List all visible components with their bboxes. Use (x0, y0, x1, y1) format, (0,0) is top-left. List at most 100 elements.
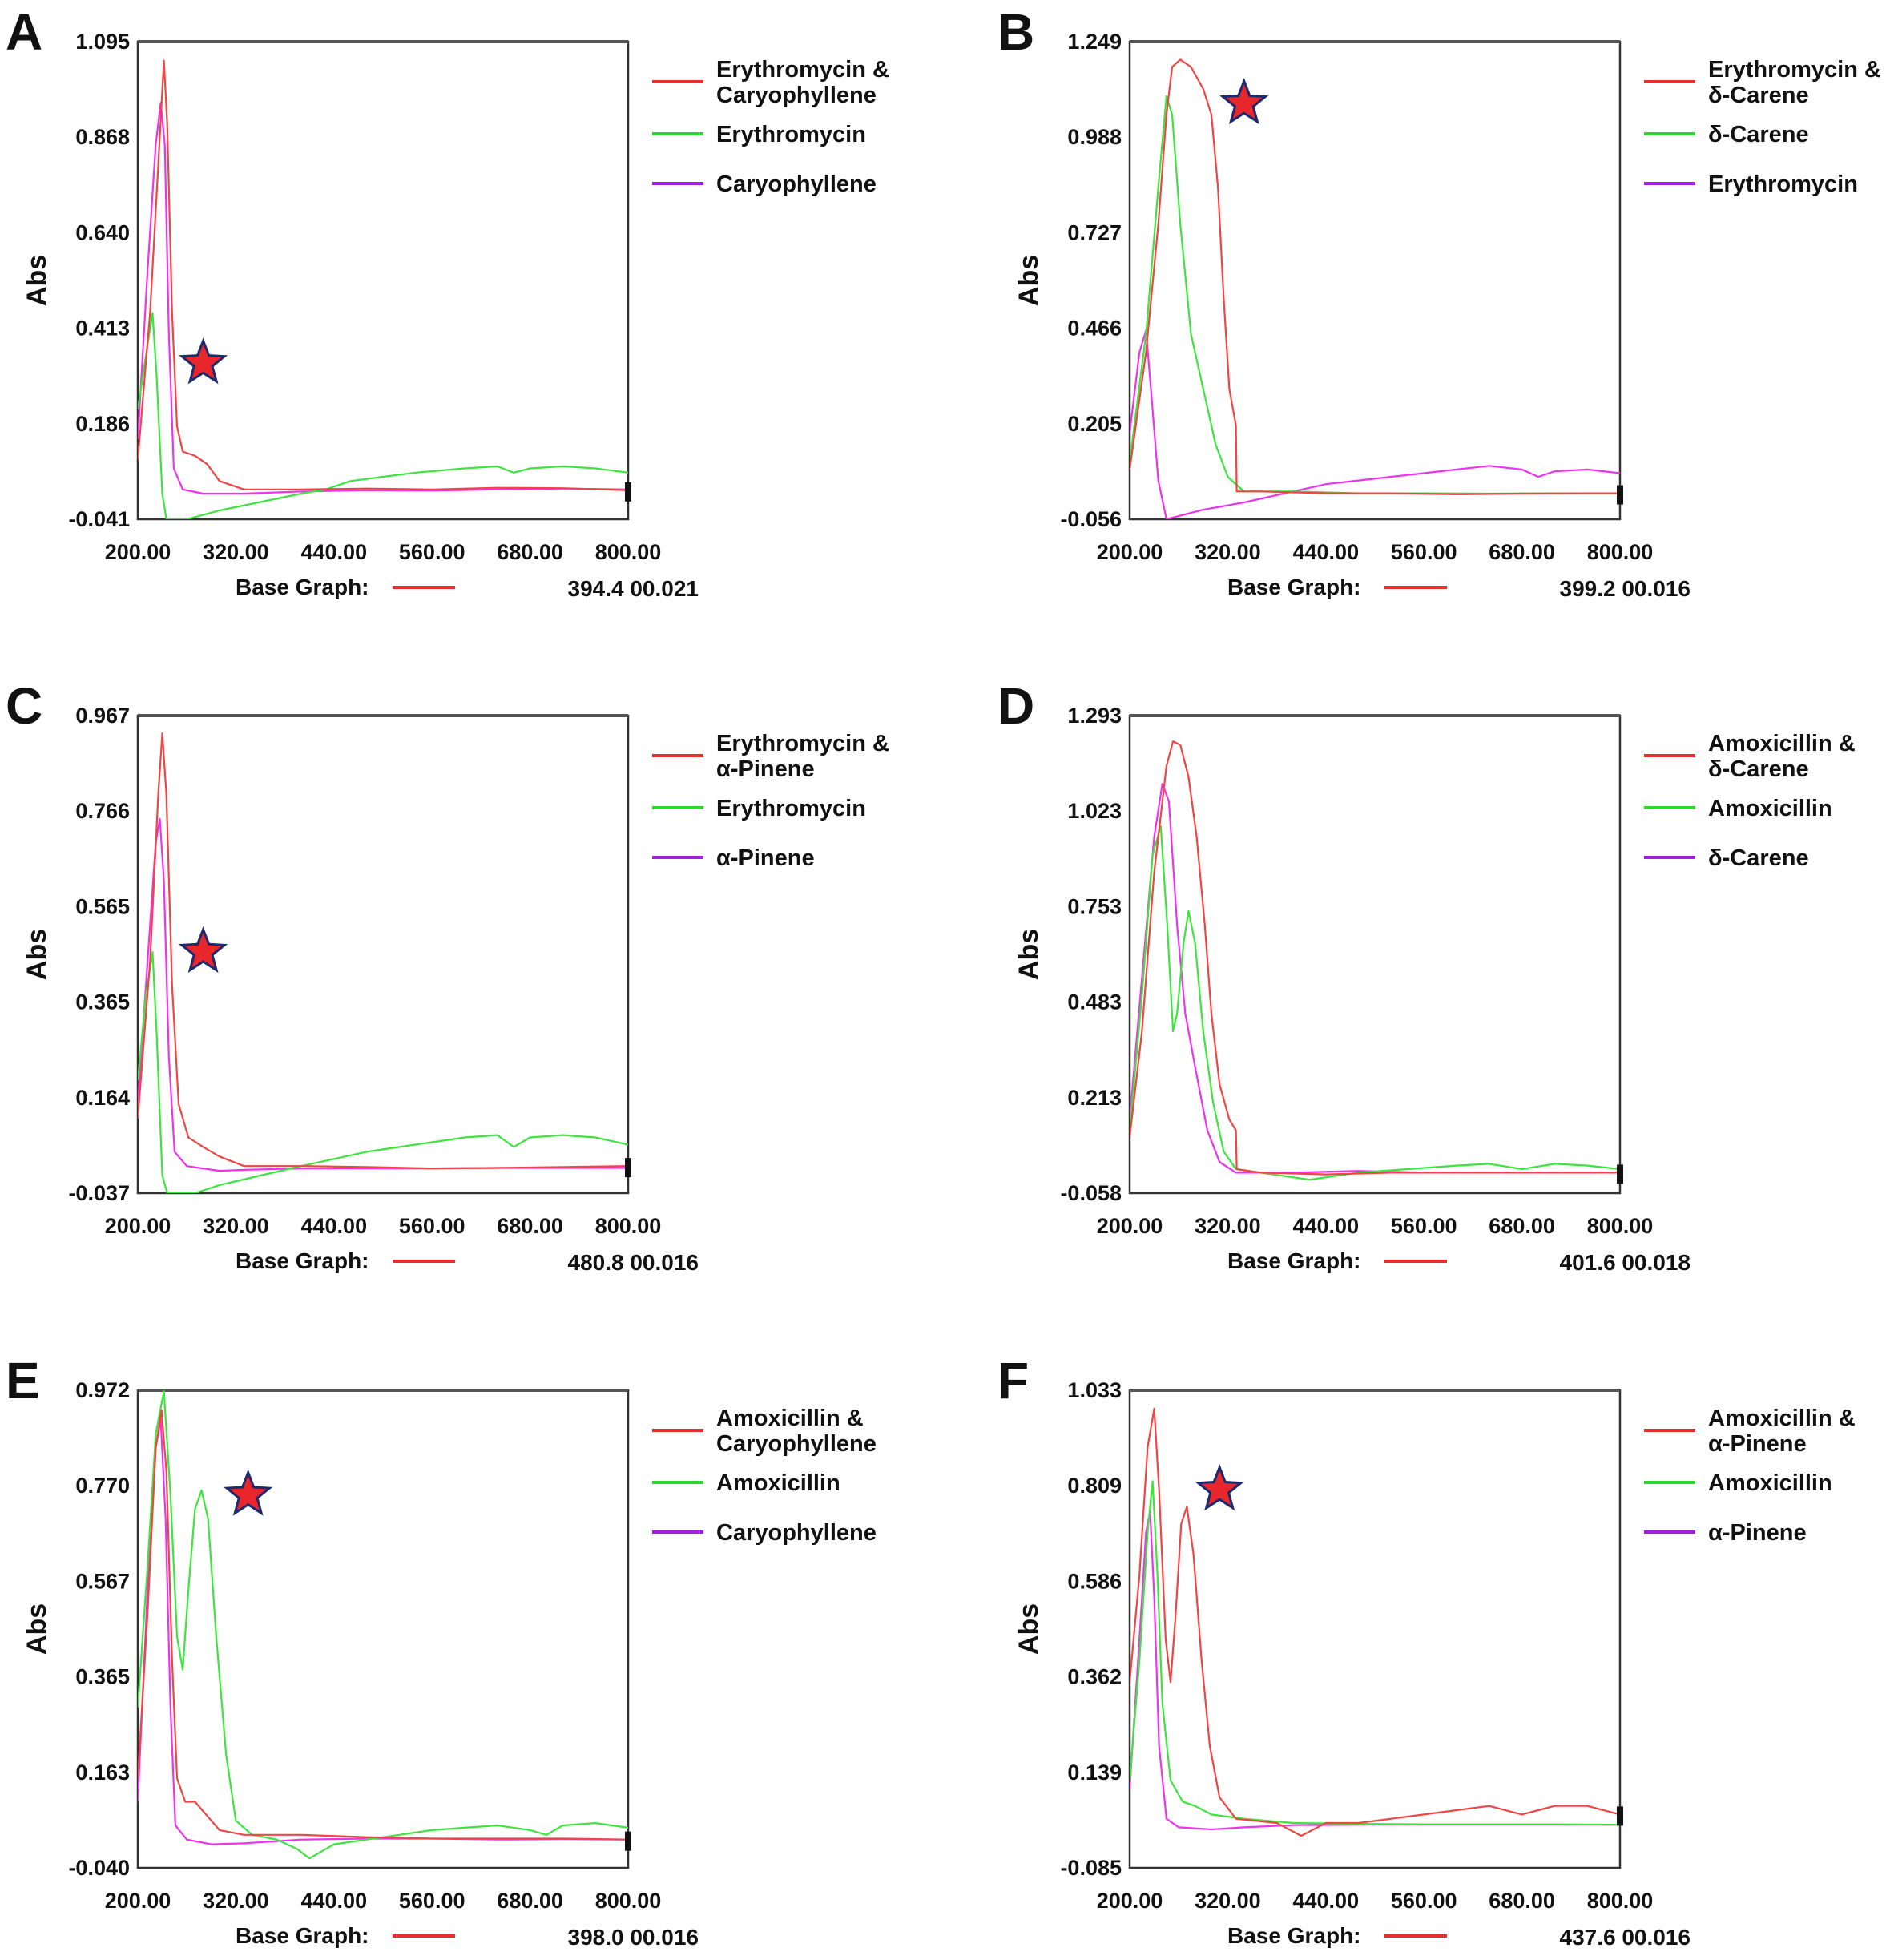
panel-b-plot-frame (1128, 40, 1622, 521)
panel-f-legend-label: Amoxicillin (1708, 1470, 1832, 1496)
panel-f-y-tick-label: 0.362 (1067, 1665, 1122, 1689)
panel-e-legend-label: Amoxicillin & Caryophyllene (716, 1405, 877, 1457)
panel-d-x-tick-label: 800.00 (1587, 1214, 1654, 1238)
panel-a-y-tick-label: -0.041 (68, 507, 130, 531)
panel-a-legend-label: Caryophyllene (716, 171, 877, 197)
panel-f: F 1.033 0.809 0.586 0.362 0.139 -0.085 Abs 200.0… (997, 1352, 1856, 1950)
panel-a: A 1.095 0.868 0.640 0.413 0.186 -0.041 Abs 200.0… (6, 3, 889, 601)
panel-c-base-graph-value: 480.8 00.016 (568, 1250, 699, 1275)
panel-a-x-tick-label: 680.00 (497, 540, 563, 564)
panel-b-star-marker (1219, 78, 1269, 125)
panel-b-letter: B (997, 3, 1034, 61)
panel-c-y-tick-label: 0.967 (75, 704, 130, 728)
panel-f-end-marker (1617, 1806, 1623, 1826)
panel-a-x-tick-label: 320.00 (203, 540, 269, 564)
panel-d-legend-label: δ-Carene (1708, 845, 1809, 871)
panel-c-x-tick-label: 440.00 (301, 1214, 368, 1238)
panel-e-y-tick-label: 0.972 (75, 1378, 130, 1402)
panel-c-x-tick-label: 560.00 (399, 1214, 465, 1238)
panel-a-y-tick-label: 1.095 (75, 30, 130, 54)
panel-d-legend-label: Amoxicillin & δ-Carene (1708, 731, 1856, 782)
panel-e-series-magenta-line (138, 1418, 628, 1845)
panel-a-x-tick-label: 560.00 (399, 540, 465, 564)
panel-c-x-tick-label: 320.00 (203, 1214, 269, 1238)
panel-e-y-tick-label: 0.770 (75, 1474, 130, 1498)
panel-b: B 1.249 0.988 0.727 0.466 0.205 -0.056 Abs 200.0… (997, 3, 1881, 601)
panel-e-y-tick-label: 0.163 (75, 1760, 130, 1785)
panel-f-y-tick-label: 1.033 (1067, 1378, 1122, 1402)
panel-b-base-graph-value: 399.2 00.016 (1560, 576, 1691, 601)
panel-d-base-graph-label: Base Graph: (1227, 1248, 1361, 1273)
panel-c-y-tick-label: 0.766 (75, 799, 130, 823)
panel-a-letter: A (6, 3, 42, 61)
panel-a-x-tick-label: 800.00 (595, 540, 662, 564)
panel-b-series-magenta-line (1130, 329, 1620, 519)
panel-c-y-tick-label: 0.365 (75, 990, 130, 1014)
panel-f-y-tick-label: 0.139 (1067, 1760, 1122, 1785)
panel-c-legend-label: Erythromycin & α-Pinene (716, 731, 889, 782)
panel-d: D 1.293 1.023 0.753 0.483 0.213 -0.058 Abs 200.0… (997, 677, 1856, 1275)
panel-c: C 0.967 0.766 0.565 0.365 0.164 -0.037 Abs 200.0… (6, 677, 889, 1275)
panel-a-star-marker (179, 337, 228, 385)
panel-f-y-axis-label: Abs (1014, 1603, 1044, 1655)
panel-a-end-marker (625, 482, 631, 502)
panel-c-y-tick-label: 0.164 (75, 1086, 130, 1110)
panel-a-y-axis-label: Abs (22, 255, 52, 306)
panel-c-y-tick-label: 0.565 (75, 894, 130, 918)
panel-a-y-tick-label: 0.413 (75, 317, 130, 341)
panel-e-x-tick-label: 200.00 (105, 1889, 171, 1913)
panel-d-x-tick-label: 680.00 (1489, 1214, 1555, 1238)
panel-a-y-tick-label: 0.640 (75, 220, 130, 244)
panel-f-series-red-line (1130, 1407, 1620, 1837)
panel-b-y-tick-label: 1.249 (1067, 30, 1122, 54)
panel-e-x-tick-label: 680.00 (497, 1889, 563, 1913)
panel-c-x-tick-label: 800.00 (595, 1214, 662, 1238)
panel-b-base-graph-label: Base Graph: (1227, 575, 1361, 599)
panel-b-y-tick-label: 0.466 (1067, 317, 1122, 341)
panel-c-end-marker (625, 1158, 631, 1178)
panel-b-y-tick-label: -0.056 (1060, 507, 1122, 531)
panel-e-legend-label: Amoxicillin (716, 1470, 840, 1496)
panel-a-base-graph-label: Base Graph: (236, 575, 369, 599)
panel-e-legend-label: Caryophyllene (716, 1520, 877, 1546)
panel-d-y-tick-label: 1.023 (1067, 799, 1122, 823)
panel-f-x-tick-label: 200.00 (1097, 1889, 1163, 1913)
panel-e-y-axis-label: Abs (22, 1603, 52, 1655)
panel-c-series-magenta-line (138, 817, 628, 1172)
panel-f-x-tick-label: 440.00 (1293, 1889, 1360, 1913)
panel-e-y-tick-label: 0.567 (75, 1569, 130, 1593)
panel-a-legend-label: Erythromycin & Caryophyllene (716, 57, 889, 108)
panel-a-legend-label: Erythromycin (716, 122, 866, 147)
panel-e-end-marker (625, 1831, 631, 1851)
panel-d-plot-frame (1128, 714, 1622, 1195)
panel-d-y-axis-label: Abs (1014, 929, 1044, 980)
panel-a-x-tick-label: 200.00 (105, 540, 171, 564)
panel-d-y-tick-label: -0.058 (1060, 1181, 1122, 1205)
panel-a-x-tick-label: 440.00 (301, 540, 368, 564)
panel-f-legend-label: Amoxicillin & α-Pinene (1708, 1405, 1856, 1457)
panel-a-series-red-line (138, 59, 628, 491)
panel-a-plot-frame (136, 40, 630, 521)
panel-f-series-green-line (1130, 1480, 1620, 1826)
panel-b-y-tick-label: 0.988 (1067, 125, 1122, 149)
panel-d-end-marker (1617, 1164, 1623, 1184)
panel-f-legend-label: α-Pinene (1708, 1520, 1807, 1546)
panel-b-y-tick-label: 0.205 (1067, 412, 1122, 436)
panel-f-x-tick-label: 800.00 (1587, 1889, 1654, 1913)
panel-c-letter: C (6, 677, 42, 735)
panel-d-x-tick-label: 440.00 (1293, 1214, 1360, 1238)
panel-c-series-green-line (138, 950, 628, 1193)
panel-d-legend-label: Amoxicillin (1708, 796, 1832, 821)
panel-d-series-green-line (1130, 825, 1620, 1181)
panel-a-y-tick-label: 0.186 (75, 412, 130, 436)
panel-e-x-tick-label: 560.00 (399, 1889, 465, 1913)
panel-d-y-tick-label: 0.753 (1067, 894, 1122, 918)
panel-f-y-tick-label: 0.586 (1067, 1569, 1122, 1593)
panel-c-legend-label: Erythromycin (716, 796, 866, 821)
panel-f-base-graph-value: 437.6 00.016 (1560, 1925, 1691, 1950)
panel-c-y-axis-label: Abs (22, 929, 52, 980)
panel-b-x-tick-label: 440.00 (1293, 540, 1360, 564)
panel-b-y-axis-label: Abs (1014, 255, 1044, 306)
panel-c-x-tick-label: 200.00 (105, 1214, 171, 1238)
